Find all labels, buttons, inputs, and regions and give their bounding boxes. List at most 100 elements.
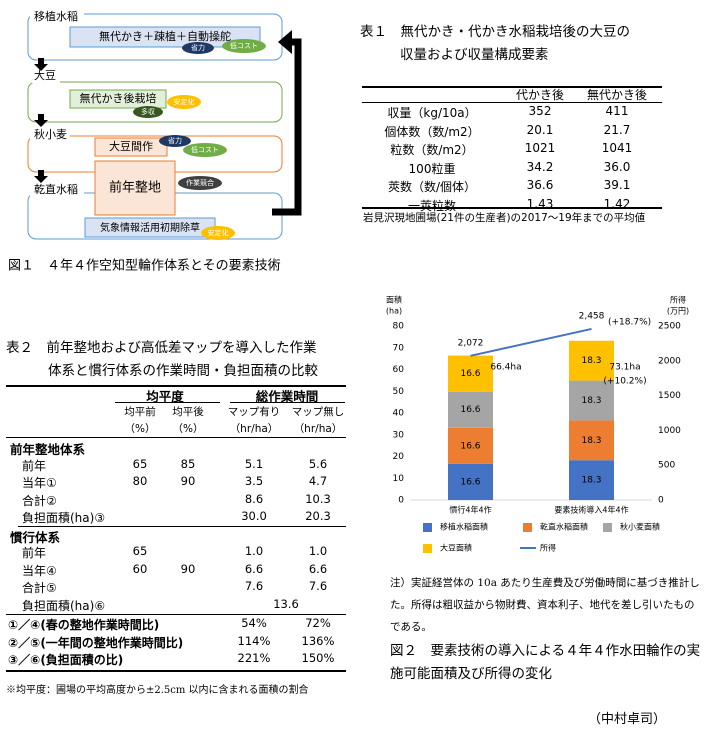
bar-value-label: 16.6 (460, 405, 480, 415)
cell: 65 (132, 456, 148, 471)
table-rule (230, 402, 345, 403)
y-tick-label: 60 (393, 365, 405, 375)
bar-value-label: 16.6 (460, 441, 480, 451)
column-header: 代かき後 (515, 88, 564, 102)
cell: 411 (605, 104, 629, 118)
row-label: 個体数（数/m2） (384, 124, 480, 139)
cell: 4.7 (308, 474, 328, 488)
down-arrow (34, 170, 48, 183)
stage-label: 乾直水稲 (34, 182, 78, 196)
row-label: 一莢粒数 (407, 198, 456, 213)
row-label: 莢数（数/個体） (387, 180, 477, 194)
bar-value-label: 18.3 (581, 356, 601, 366)
y-axis-label: 面積 (386, 295, 402, 305)
row-label: 前年 (22, 546, 47, 560)
cell: 5.6 (308, 456, 328, 471)
legend-swatch (603, 523, 612, 532)
row-label: 100粒重 (408, 161, 456, 176)
stage-label: 秋小麦 (34, 127, 67, 141)
legend-swatch (423, 544, 432, 553)
cycle-arrow (272, 38, 302, 216)
bar-value-label: 18.3 (581, 476, 601, 486)
y-tick-label: 20 (393, 452, 405, 462)
chart-caption: 図２ 要素技術の導入による４年４作水田輪作の実施可能面積及び所得の変化 (390, 643, 701, 682)
y-tick-label: 40 (393, 409, 405, 419)
badge-label: 安定化 (174, 97, 195, 106)
column-header: マップ有り (227, 406, 281, 418)
cell: 1.0 (308, 544, 328, 558)
cell: 150% (301, 651, 335, 665)
cell: 30.0 (241, 509, 267, 523)
row-label: 負担面積(ha)⑥ (22, 598, 106, 613)
cell: 85 (180, 456, 196, 471)
technique: 無代かき後栽培 (80, 91, 157, 105)
table-note: ※均平度：圃場の平均高度から±2.5cm 以内に含まれる面積の割合 (6, 684, 309, 696)
cell: 7.6 (308, 579, 328, 593)
technique: 無代かき＋疎植＋自動操舵 (99, 29, 231, 43)
table-rule (6, 385, 346, 387)
badge-label: 多収 (141, 107, 155, 116)
cell: 90 (180, 474, 196, 488)
y-tick-label: 10 (393, 474, 405, 484)
line-value-label: 2,072 (458, 338, 484, 348)
badge (159, 135, 191, 147)
label-bg (30, 9, 84, 23)
bar-segment (569, 420, 614, 461)
column-header: （hr/ha） (229, 423, 279, 435)
y-tick-label: 50 (393, 387, 405, 397)
figure1: 移植水稲 大豆 秋小麦 乾直水稲 無代かき＋疎植＋自動操舵 無代かき後栽培 大豆… (8, 9, 302, 274)
cell: 6.6 (308, 561, 328, 576)
row-label: ③／⑥(負担面積の比) (8, 653, 124, 667)
bar-segment (569, 380, 614, 421)
bar-segment (448, 463, 493, 500)
legend-label: 大豆面積 (440, 543, 472, 553)
label-bg (30, 128, 70, 142)
line-value-label: 2,458 (579, 311, 605, 321)
table-note: 岩見沢現地圃場(21件の生産者)の2017～19年までの平均値 (363, 212, 646, 224)
column-header: （%） (172, 423, 204, 435)
badge (178, 176, 222, 190)
y2-axis-label: (万円) (667, 307, 689, 316)
annotation: 66.4ha (490, 363, 521, 373)
row-label: 当年④ (22, 563, 57, 578)
y-tick-label: 30 (393, 430, 405, 440)
table-rule (362, 86, 662, 88)
technique: 気象情報活用初期除草 (100, 221, 200, 234)
cell: 60 (132, 561, 148, 576)
bar-segment (569, 460, 614, 500)
table-rule (18, 525, 346, 527)
legend-label: 所得 (540, 543, 556, 553)
group-header: 均平度 (146, 389, 184, 404)
row-label: 合計② (22, 493, 57, 508)
badge (133, 106, 163, 118)
badge (222, 39, 266, 53)
chart-note: 注）実証経営体の 10a あたり生産費及び労働時間に基づき推計した。所得は粗収益… (390, 577, 700, 633)
y2-tick-label: 500 (658, 461, 675, 471)
cell: 5.1 (244, 456, 264, 471)
cell: 1.0 (244, 544, 264, 558)
row-label: ②／⑤(一年間の整地作業時間比) (8, 635, 184, 650)
technique-box (69, 26, 261, 48)
cell: 39.1 (603, 178, 631, 192)
cell: 7.6 (244, 579, 264, 593)
cell: 20.3 (305, 509, 331, 523)
legend-swatch (523, 523, 532, 532)
y-tick-label: 0 (398, 496, 404, 506)
badge-label: 安定化 (208, 228, 229, 237)
down-arrow (34, 114, 48, 127)
badge-label: 低コスト (191, 145, 219, 154)
technique-box (69, 89, 167, 109)
table-rule (6, 669, 346, 672)
cell: 20.1 (526, 122, 554, 137)
technique-box (94, 137, 168, 157)
section-label: 慣行体系 (10, 529, 61, 545)
income-line (470, 327, 592, 357)
table-title: 表２ 前年整地および高低差マップを導入した作業 (6, 340, 317, 356)
badge (183, 143, 227, 157)
label-bg (30, 69, 60, 83)
cell: 34.2 (526, 159, 554, 174)
badge-label: 省力 (191, 43, 205, 52)
table-title: 収量および収量構成要素 (400, 47, 549, 63)
label-bg (30, 183, 84, 197)
